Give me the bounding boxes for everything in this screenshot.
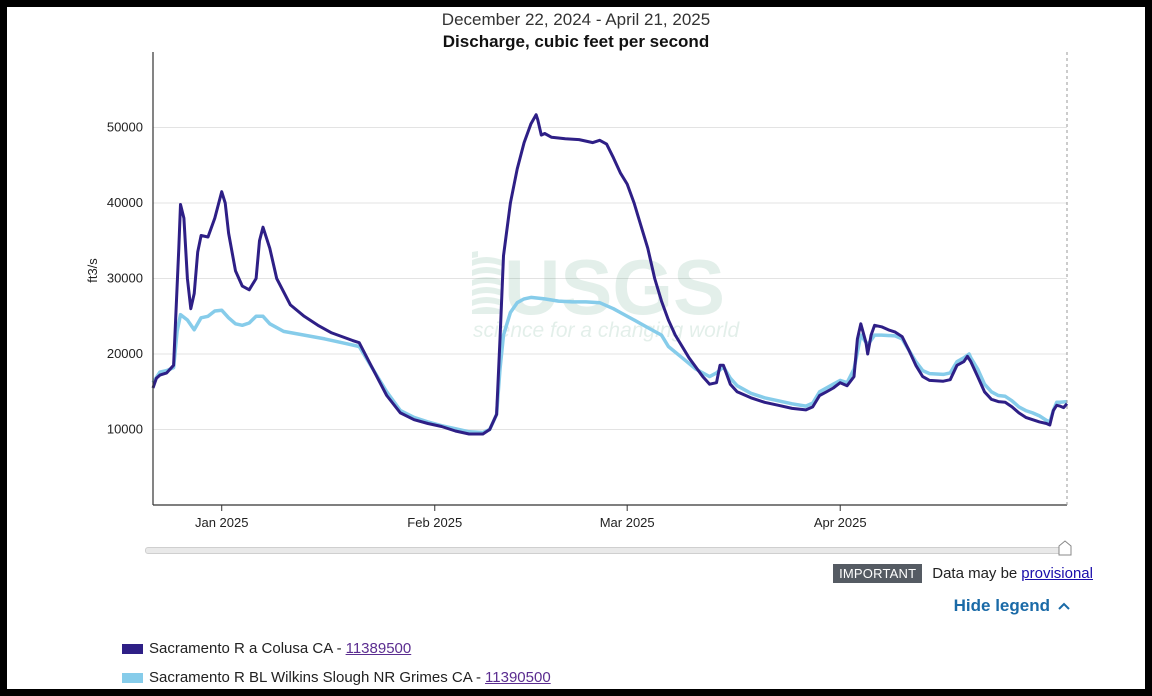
legend-item-wilkins-slough: Sacramento R BL Wilkins Slough NR Grimes… — [122, 669, 551, 686]
legend-item-colusa: Sacramento R a Colusa CA - 11389500 — [122, 640, 411, 657]
discharge-chart[interactable]: USGS science for a changing world 10000 2… — [7, 7, 1145, 537]
important-badge: IMPORTANT — [833, 564, 923, 583]
y-tick-label: 30000 — [107, 271, 143, 286]
legend-swatch — [122, 643, 143, 654]
chart-subtitle: December 22, 2024 - April 21, 2025 — [441, 10, 711, 29]
site-link-11390500[interactable]: 11390500 — [485, 669, 551, 686]
chart-title: Discharge, cubic feet per second — [442, 32, 710, 51]
usgs-watermark: USGS science for a changing world — [472, 243, 740, 342]
x-tick-label: Mar 2025 — [600, 515, 655, 530]
y-axis-label: ft3/s — [85, 258, 100, 283]
x-tick-label: Jan 2025 — [195, 515, 249, 530]
series-line-11390500 — [151, 295, 1068, 435]
y-tick-label: 50000 — [107, 120, 143, 135]
chevron-up-icon — [1058, 602, 1070, 610]
legend-swatch — [122, 672, 143, 683]
y-tick-label: 10000 — [107, 422, 143, 437]
legend-label: Sacramento R BL Wilkins Slough NR Grimes… — [149, 669, 482, 686]
svg-text:science for a changing world: science for a changing world — [473, 319, 740, 342]
provisional-notice: IMPORTANT Data may be provisional — [833, 564, 1093, 583]
graph-frame: December 22, 2024 - April 21, 2025 Disch… — [7, 7, 1145, 689]
hide-legend-button[interactable]: Hide legend — [954, 596, 1070, 616]
site-link-11389500[interactable]: 11389500 — [345, 640, 412, 657]
y-tick-label: 40000 — [107, 195, 143, 210]
x-tick-label: Feb 2025 — [407, 515, 462, 530]
hide-legend-label: Hide legend — [953, 596, 1050, 615]
slider-handle-icon[interactable] — [1058, 540, 1072, 556]
svg-text:USGS: USGS — [504, 243, 725, 331]
y-tick-label: 20000 — [107, 346, 143, 361]
x-tick-label: Apr 2025 — [814, 515, 867, 530]
time-range-slider[interactable] — [145, 547, 1067, 554]
notice-text: Data may be — [932, 565, 1018, 582]
series-line-11389500 — [151, 113, 1069, 436]
provisional-link[interactable]: provisional — [1021, 565, 1093, 582]
legend-label: Sacramento R a Colusa CA - — [149, 640, 342, 657]
